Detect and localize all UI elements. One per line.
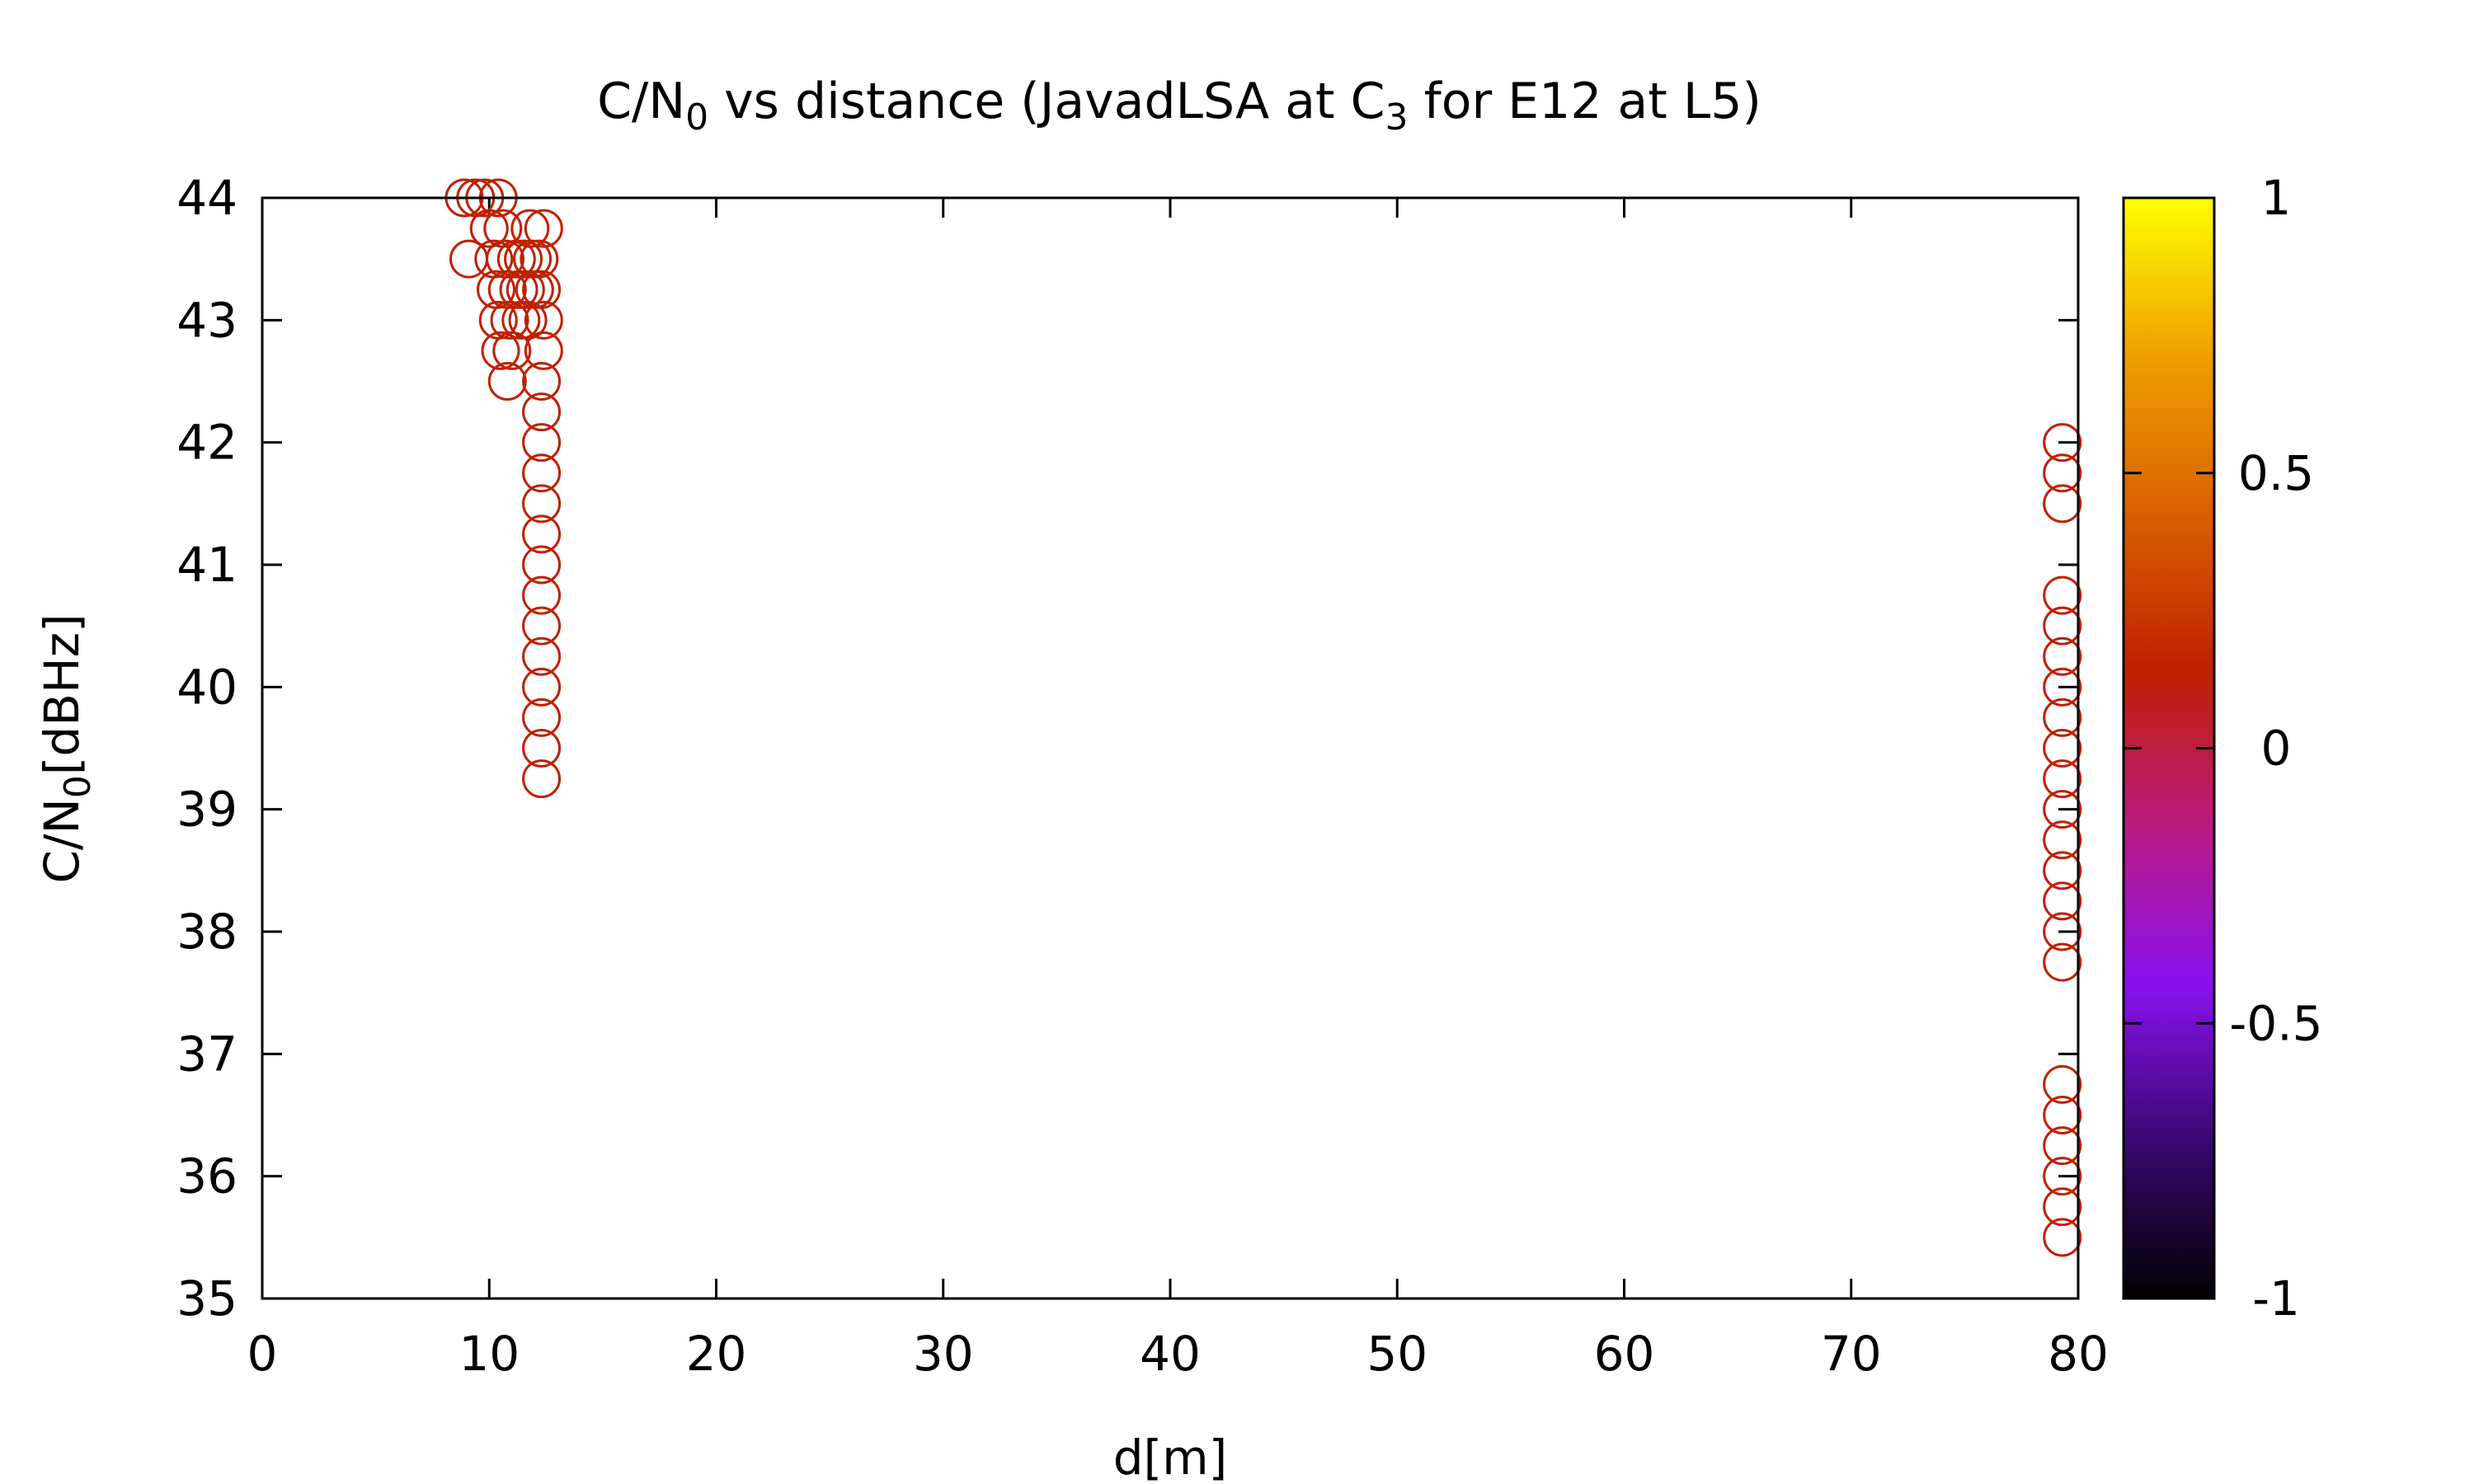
x-tick-label: 20 xyxy=(686,1326,747,1382)
data-point xyxy=(2043,942,2082,982)
data-point xyxy=(510,209,550,248)
data-points xyxy=(444,178,2082,1257)
data-point xyxy=(2043,912,2082,951)
y-tick-label: 42 xyxy=(176,415,238,471)
y-axis-title: C/N0[dBHz] xyxy=(34,613,99,883)
y-tick-label: 40 xyxy=(176,659,238,715)
data-point xyxy=(520,239,559,279)
data-point xyxy=(522,636,562,676)
data-point xyxy=(522,545,562,585)
data-point xyxy=(522,697,562,737)
y-tick-label: 39 xyxy=(176,782,238,838)
data-point xyxy=(522,453,562,493)
data-point xyxy=(522,362,562,401)
data-point xyxy=(522,270,562,309)
y-tick-label: 35 xyxy=(176,1270,238,1327)
x-tick-label: 50 xyxy=(1366,1326,1427,1382)
data-point xyxy=(524,300,563,340)
data-point xyxy=(504,239,543,279)
data-point xyxy=(487,362,527,401)
chart-title-end: for E12 at L5) xyxy=(1409,73,1761,130)
data-point xyxy=(522,484,562,524)
colorbar-tick-label: -0.5 xyxy=(2229,995,2322,1051)
data-point xyxy=(522,423,562,463)
data-point xyxy=(2043,820,2082,860)
chart-title: C/N0 vs distance (JavadLSA at C3 for E12… xyxy=(597,73,1761,139)
data-point xyxy=(522,575,562,615)
axis-ticks xyxy=(261,196,2080,1300)
data-point xyxy=(2043,667,2082,707)
data-point xyxy=(2043,423,2082,463)
data-point xyxy=(490,300,529,340)
chart-title-main: C/N xyxy=(597,73,685,130)
data-point xyxy=(522,514,562,554)
data-point xyxy=(2043,729,2082,768)
chart-title-sub3: 3 xyxy=(1385,96,1409,139)
data-point xyxy=(2043,1218,2082,1257)
data-point xyxy=(524,331,563,370)
x-tick-label: 80 xyxy=(2048,1326,2109,1382)
y-tick-label: 44 xyxy=(176,170,238,226)
y-axis-title-main: C/N xyxy=(34,798,90,883)
x-tick-label: 40 xyxy=(1140,1326,1201,1382)
data-point xyxy=(522,759,562,799)
data-point xyxy=(522,667,562,707)
plot-frame xyxy=(261,196,2080,1300)
data-point xyxy=(2043,697,2082,737)
data-point xyxy=(2043,636,2082,676)
chart-title-sub0: 0 xyxy=(685,96,708,139)
data-point xyxy=(2043,484,2082,524)
data-point xyxy=(522,729,562,768)
data-point xyxy=(2043,851,2082,890)
y-tick-label: 36 xyxy=(176,1148,238,1205)
y-axis-title-end: [dBHz] xyxy=(34,613,90,775)
data-point xyxy=(2043,606,2082,646)
data-point xyxy=(2043,759,2082,799)
x-tick-label: 10 xyxy=(459,1326,520,1382)
x-tick-label: 30 xyxy=(913,1326,974,1382)
data-point xyxy=(492,331,532,370)
x-axis-title: d[m] xyxy=(1113,1430,1228,1484)
y-tick-label: 41 xyxy=(176,537,238,593)
y-tick-label: 38 xyxy=(176,904,238,960)
data-point xyxy=(2043,1157,2082,1196)
data-point xyxy=(469,209,509,248)
colorbar-tick-label: 0.5 xyxy=(2238,445,2314,501)
y-tick-label: 43 xyxy=(176,292,238,348)
colorbar-tick-label: 1 xyxy=(2261,170,2292,226)
x-tick-label: 70 xyxy=(1821,1326,1882,1382)
data-point xyxy=(2043,1187,2082,1227)
data-point xyxy=(2043,1096,2082,1134)
data-point xyxy=(522,606,562,646)
data-point xyxy=(2043,453,2082,493)
data-point xyxy=(481,331,520,370)
data-point xyxy=(2043,1064,2082,1104)
colorbar-ticks: -1 -0.5 0 0.5 1 xyxy=(2124,170,2323,1327)
colorbar-tick-label: 0 xyxy=(2261,721,2292,777)
x-tick-labels: 0 10 20 30 40 50 60 70 80 xyxy=(247,1326,2109,1382)
data-point xyxy=(524,209,563,248)
data-point xyxy=(2043,790,2082,829)
data-point xyxy=(2043,881,2082,921)
y-axis-title-sub: 0 xyxy=(57,775,99,798)
y-tick-labels: 35 36 37 38 39 40 41 42 43 44 xyxy=(176,170,238,1327)
x-tick-label: 0 xyxy=(247,1326,278,1382)
y-tick-label: 37 xyxy=(176,1026,238,1082)
data-point xyxy=(522,392,562,432)
x-tick-label: 60 xyxy=(1594,1326,1655,1382)
colorbar-tick-label: -1 xyxy=(2252,1270,2300,1327)
data-point xyxy=(2043,1126,2082,1166)
data-point xyxy=(2043,575,2082,615)
chart-title-mid: vs distance (JavadLSA at C xyxy=(708,73,1385,130)
